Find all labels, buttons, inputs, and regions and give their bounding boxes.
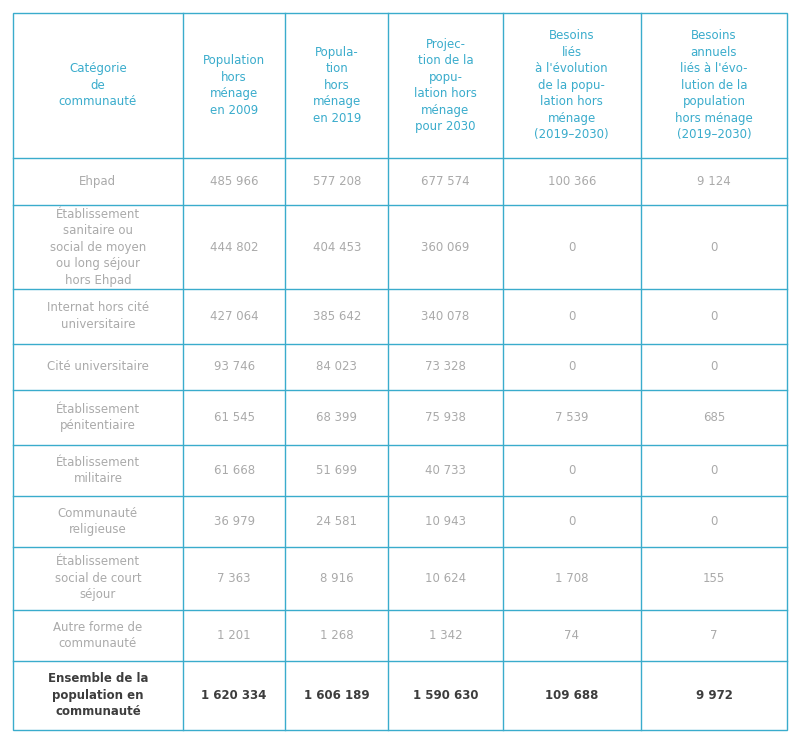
Text: 51 699: 51 699	[316, 464, 358, 477]
Text: 100 366: 100 366	[547, 175, 596, 188]
Text: 0: 0	[710, 360, 718, 374]
Text: 24 581: 24 581	[316, 515, 358, 528]
Text: 1 708: 1 708	[555, 572, 589, 585]
Text: 9 972: 9 972	[695, 689, 732, 702]
Text: Besoins
liés
à l'évolution
de la popu-
lation hors
ménage
(2019–2030): Besoins liés à l'évolution de la popu- l…	[534, 29, 609, 141]
Text: 84 023: 84 023	[316, 360, 358, 374]
Text: Cité universitaire: Cité universitaire	[47, 360, 149, 374]
Text: 68 399: 68 399	[316, 411, 358, 424]
Text: 444 802: 444 802	[210, 241, 258, 253]
Text: 1 201: 1 201	[218, 629, 251, 642]
Text: 1 268: 1 268	[320, 629, 354, 642]
Text: Autre forme de
communauté: Autre forme de communauté	[54, 621, 142, 650]
Text: 1 342: 1 342	[429, 629, 462, 642]
Text: 8 916: 8 916	[320, 572, 354, 585]
Text: 75 938: 75 938	[425, 411, 466, 424]
Text: 427 064: 427 064	[210, 310, 258, 322]
Text: 340 078: 340 078	[422, 310, 470, 322]
Text: Besoins
annuels
liés à l'évo-
lution de la
population
hors ménage
(2019–2030): Besoins annuels liés à l'évo- lution de …	[675, 29, 753, 141]
Text: 40 733: 40 733	[425, 464, 466, 477]
Text: 404 453: 404 453	[313, 241, 361, 253]
Text: 9 124: 9 124	[697, 175, 731, 188]
Text: 0: 0	[568, 310, 575, 322]
Text: 73 328: 73 328	[425, 360, 466, 374]
Text: 61 545: 61 545	[214, 411, 254, 424]
Text: 7: 7	[710, 629, 718, 642]
Text: Population
hors
ménage
en 2009: Population hors ménage en 2009	[203, 54, 266, 117]
Text: 0: 0	[710, 310, 718, 322]
Text: 7 363: 7 363	[218, 572, 251, 585]
Text: Établissement
militaire: Établissement militaire	[56, 455, 140, 485]
Text: 7 539: 7 539	[555, 411, 589, 424]
Text: 0: 0	[568, 241, 575, 253]
Text: 677 574: 677 574	[421, 175, 470, 188]
Text: 109 688: 109 688	[545, 689, 598, 702]
Text: 0: 0	[710, 241, 718, 253]
Text: 360 069: 360 069	[422, 241, 470, 253]
Text: Ensemble de la
population en
communauté: Ensemble de la population en communauté	[48, 672, 148, 718]
Text: 36 979: 36 979	[214, 515, 254, 528]
Text: 74: 74	[564, 629, 579, 642]
Text: 685: 685	[703, 411, 725, 424]
Text: Établissement
pénitentiaire: Établissement pénitentiaire	[56, 403, 140, 432]
Text: 10 624: 10 624	[425, 572, 466, 585]
Text: 577 208: 577 208	[313, 175, 361, 188]
Text: 1 620 334: 1 620 334	[202, 689, 267, 702]
Text: Popula-
tion
hors
ménage
en 2019: Popula- tion hors ménage en 2019	[313, 46, 361, 125]
Text: 10 943: 10 943	[425, 515, 466, 528]
Text: Établissement
social de court
séjour: Établissement social de court séjour	[54, 556, 142, 601]
Text: 61 668: 61 668	[214, 464, 254, 477]
Text: 0: 0	[568, 360, 575, 374]
Text: 385 642: 385 642	[313, 310, 361, 322]
Text: Communauté
religieuse: Communauté religieuse	[58, 507, 138, 536]
Text: 1 590 630: 1 590 630	[413, 689, 478, 702]
Text: Projec-
tion de la
popu-
lation hors
ménage
pour 2030: Projec- tion de la popu- lation hors mén…	[414, 37, 477, 133]
Text: 155: 155	[703, 572, 725, 585]
Text: 0: 0	[568, 515, 575, 528]
Text: 0: 0	[710, 464, 718, 477]
Text: 1 606 189: 1 606 189	[304, 689, 370, 702]
Text: 0: 0	[568, 464, 575, 477]
Text: 93 746: 93 746	[214, 360, 254, 374]
Text: 0: 0	[710, 515, 718, 528]
Text: 485 966: 485 966	[210, 175, 258, 188]
Text: Ehpad: Ehpad	[79, 175, 117, 188]
Text: Internat hors cité
universitaire: Internat hors cité universitaire	[47, 302, 149, 331]
Text: Catégorie
de
communauté: Catégorie de communauté	[58, 62, 137, 108]
Text: Établissement
sanitaire ou
social de moyen
ou long séjour
hors Ehpad: Établissement sanitaire ou social de moy…	[50, 207, 146, 287]
